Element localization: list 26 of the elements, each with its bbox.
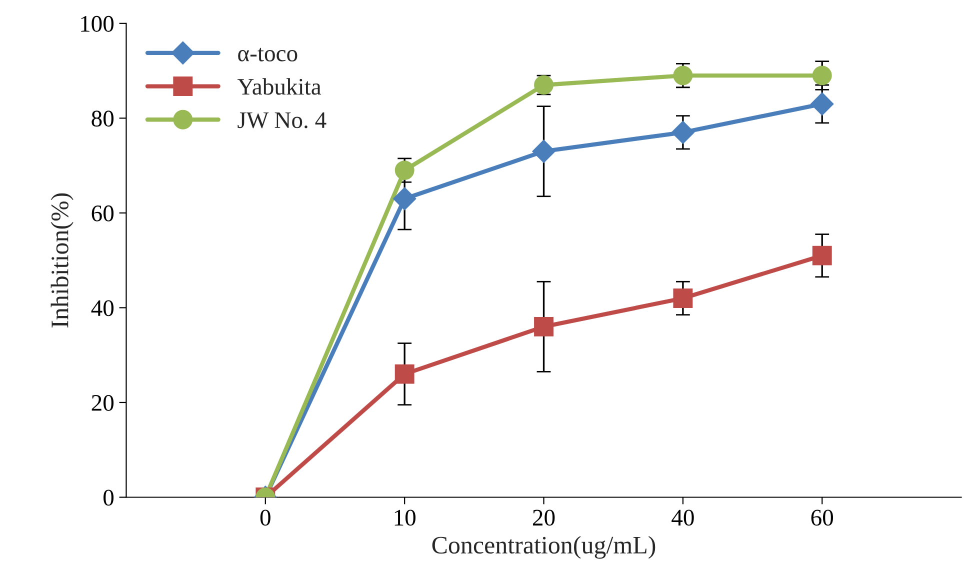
x-axis-title: Concentration(ug/mL) (432, 536, 656, 559)
point (810, 92, 834, 116)
x-tick-label: 0 (260, 510, 270, 526)
point (393, 187, 416, 210)
point (812, 66, 832, 86)
legend-label: JW No. 4 (238, 112, 326, 128)
y-tick-label: 40 (91, 300, 114, 316)
point (532, 140, 556, 163)
y-tick-label: 0 (104, 490, 114, 506)
y-tick-label: 20 (92, 394, 114, 411)
point (673, 288, 693, 308)
point (671, 120, 694, 144)
y-tick-label: 100 (81, 16, 114, 32)
x-tick-label: 20 (532, 510, 555, 526)
point (394, 364, 414, 384)
y-tick-label: 80 (92, 110, 114, 127)
y-tick-label: 60 (92, 205, 114, 222)
legend-label: α-toco (238, 48, 298, 62)
point (812, 246, 832, 266)
x-tick-label: 40 (672, 510, 694, 526)
legend-label: Yabukita (237, 78, 322, 95)
x-tick-label: 60 (811, 510, 834, 526)
point (394, 160, 414, 180)
x-tick-label: 10 (394, 510, 416, 526)
y-axis-title: Inhibition(%) (50, 193, 74, 328)
point (534, 316, 554, 336)
